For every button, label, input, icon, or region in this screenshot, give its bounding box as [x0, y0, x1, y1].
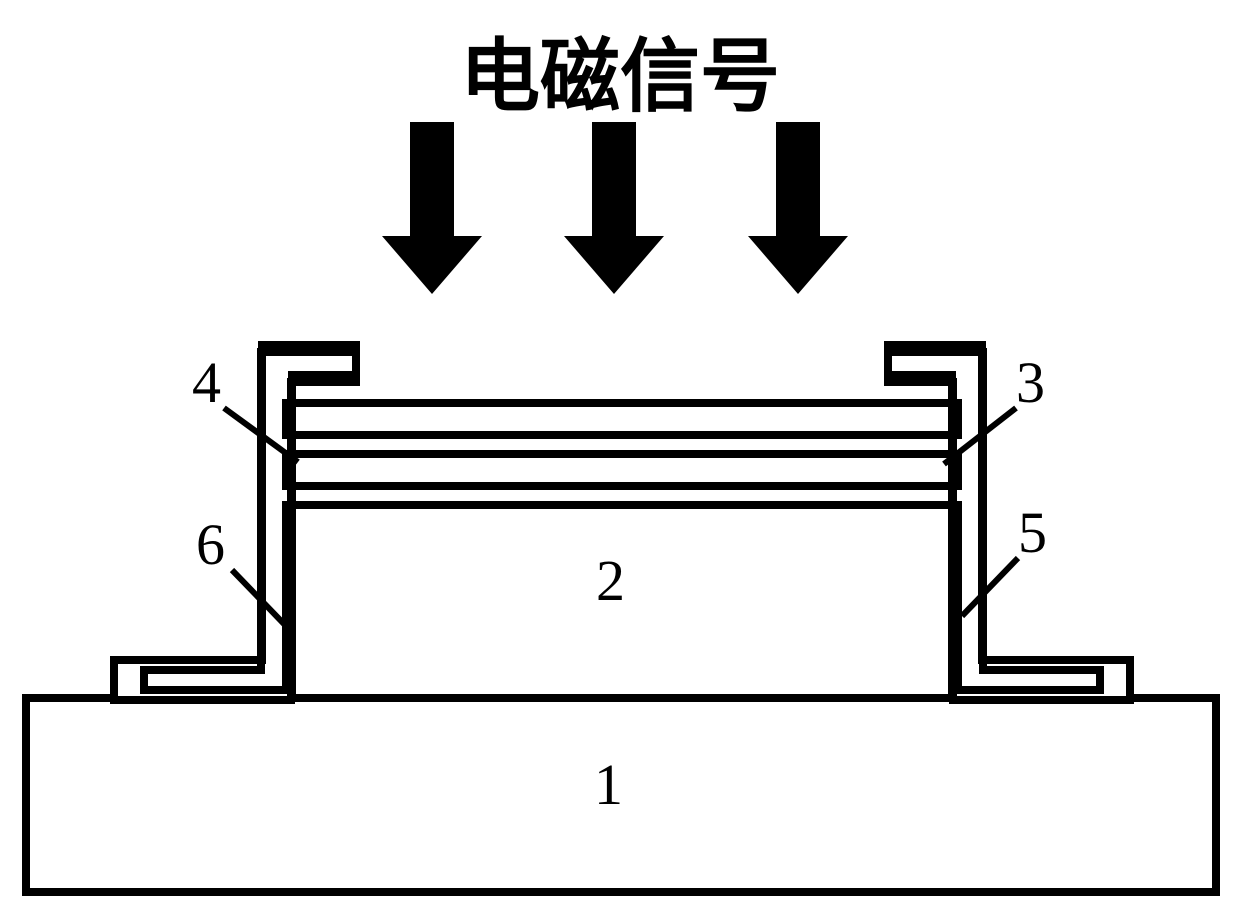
layer-3 [286, 454, 958, 486]
callout-label-6: 6 [196, 516, 225, 574]
callout-label-3: 3 [1016, 354, 1045, 412]
diagram-stage: 电磁信号 123456 [0, 0, 1240, 906]
callout-label-2: 2 [596, 552, 625, 610]
callout-label-4: 4 [192, 354, 221, 412]
arrow-down-icon [564, 122, 664, 294]
leader-line [962, 558, 1018, 616]
arrow-down-icon [382, 122, 482, 294]
callout-label-5: 5 [1018, 504, 1047, 562]
layer-4 [286, 403, 958, 435]
electrode-6-left [114, 345, 356, 700]
callout-label-1: 1 [594, 756, 623, 814]
arrow-down-icon [748, 122, 848, 294]
electrode-5-right [888, 345, 1130, 700]
